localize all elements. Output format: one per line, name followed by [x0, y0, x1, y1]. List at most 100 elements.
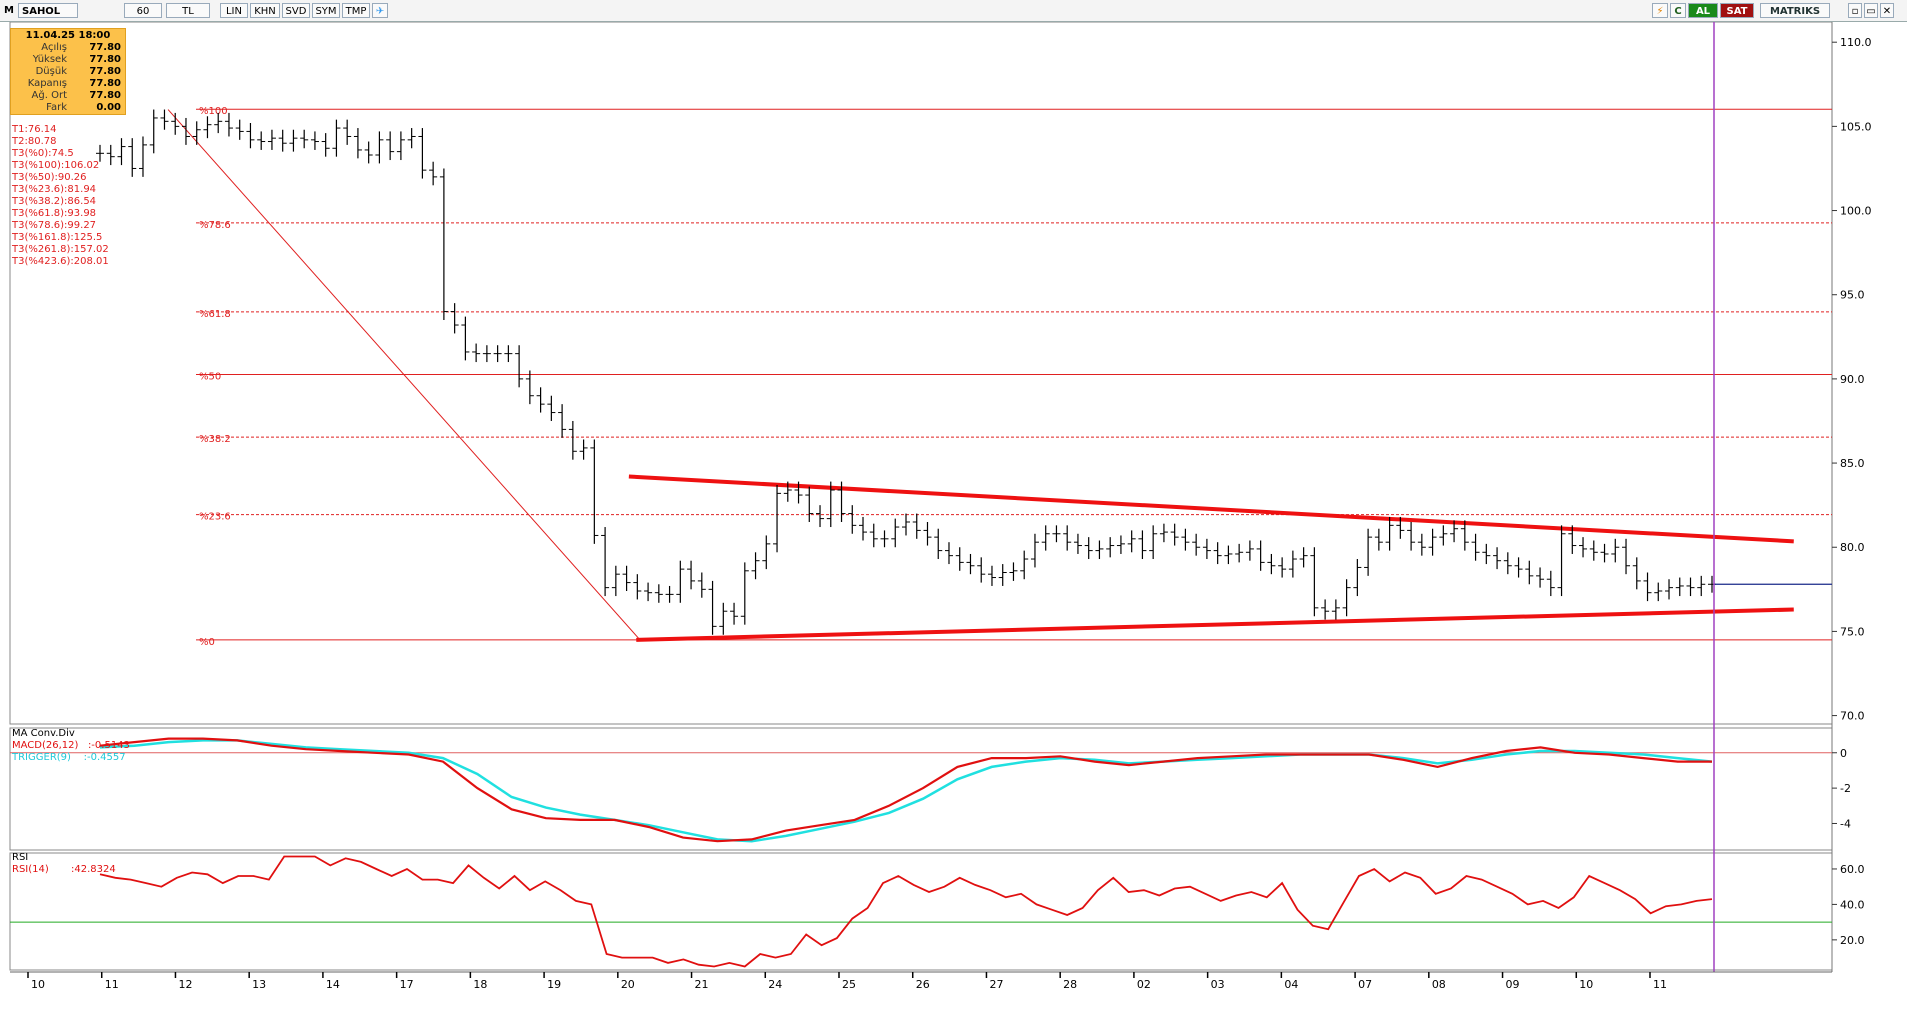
period-selector[interactable]: 60: [124, 3, 162, 18]
lin-button[interactable]: LIN: [220, 3, 248, 18]
time-axis-label: 09: [1506, 978, 1520, 991]
time-axis-label: 03: [1211, 978, 1225, 991]
time-axis-label: 20: [621, 978, 635, 991]
fib-text-item: T3(%50):90.26: [12, 172, 87, 183]
rsi-axis-label: 60.0: [1840, 863, 1865, 876]
macd-value: MACD(26,12) :-0.5143: [12, 740, 130, 751]
info-label: Yüksek: [32, 54, 67, 65]
minimize-icon[interactable]: ▫: [1848, 3, 1862, 18]
time-axis-label: 21: [695, 978, 709, 991]
fib-text-item: T3(%78.6):99.27: [12, 220, 97, 231]
fib-level-label: %0: [199, 637, 215, 648]
info-row: Düşük 77.80: [11, 66, 125, 78]
macd-title: MA Conv.Div: [12, 728, 75, 739]
ohlc-info-box: 11.04.25 18:00 Açılış 77.80 Yüksek 77.80 Düş…: [10, 28, 126, 115]
time-axis-label: 13: [252, 978, 266, 991]
info-row: Kapanış 77.80: [11, 78, 125, 90]
brand-logo: MATRIKS: [1760, 3, 1830, 18]
fib-text-item: T3(%423.6):208.01: [12, 256, 109, 267]
fib-text-item: T3(%261.8):157.02: [12, 244, 109, 255]
info-row: Açılış 77.80: [11, 42, 125, 54]
tmp-button[interactable]: TMP: [342, 3, 370, 18]
time-axis-label: 19: [547, 978, 561, 991]
lightning-icon[interactable]: ⚡: [1652, 3, 1668, 18]
price-axis-label: 85.0: [1840, 457, 1865, 470]
info-value: 0.00: [96, 102, 121, 113]
info-label: Açılış: [41, 42, 67, 53]
info-value: 77.80: [89, 78, 121, 89]
price-axis-label: 70.0: [1840, 710, 1865, 723]
time-axis-label: 17: [400, 978, 414, 991]
rsi-axis-label: 20.0: [1840, 934, 1865, 947]
fib-diagonal-line: [167, 109, 641, 641]
rsi-title: RSI: [12, 852, 29, 863]
rsi-line: [99, 855, 1713, 968]
fib-text-item: T1:76.14: [12, 124, 57, 135]
fib-level-label: %50: [199, 372, 221, 383]
rsi-value: RSI(14) :42.8324: [12, 864, 116, 875]
time-axis-label: 07: [1358, 978, 1372, 991]
macd-axis-label: -2: [1840, 782, 1851, 795]
macd-axis-label: -4: [1840, 817, 1851, 830]
lower-trendline: [636, 607, 1794, 642]
time-axis-label: 12: [178, 978, 192, 991]
rsi-axis-label: 40.0: [1840, 898, 1865, 911]
symbol-field[interactable]: SAHOL: [18, 3, 78, 18]
khn-button[interactable]: KHN: [250, 3, 280, 18]
trigger-value: TRIGGER(9) :-0.4557: [12, 752, 126, 763]
info-value: 77.80: [89, 42, 121, 53]
price-axis-label: 100.0: [1840, 205, 1872, 218]
info-value: 77.80: [89, 66, 121, 77]
info-label: Düşük: [35, 66, 67, 77]
fib-text-item: T2:80.78: [12, 136, 57, 147]
toolbar: M SAHOL 60 TL LIN KHN SVD SYM TMP ✈ ⚡ C …: [0, 0, 1907, 22]
macd-axis-label: 0: [1840, 747, 1847, 760]
fib-level-label: %23.6: [199, 512, 231, 523]
upper-trendline: [628, 474, 1794, 544]
price-axis-label: 95.0: [1840, 289, 1865, 302]
chart-canvas[interactable]: %100 %78.6 %61.8 %50 %38.2 %23.6 %0 110.0 105.0 1…: [0, 22, 1907, 1010]
trigger-line: [99, 739, 1713, 843]
restore-icon[interactable]: ▭: [1864, 3, 1878, 18]
fib-text-item: T3(%0):74.5: [12, 148, 74, 159]
matriks-menu-icon[interactable]: M: [4, 5, 14, 16]
close-icon[interactable]: ✕: [1880, 3, 1894, 18]
info-row: Yüksek 77.80: [11, 54, 125, 66]
fib-text-item: T3(%61.8):93.98: [12, 208, 97, 219]
fib-text-item: T3(%100):106.02: [12, 160, 100, 171]
time-axis-label: 24: [768, 978, 782, 991]
macd-line: [99, 737, 1712, 843]
panel-frame: [9, 852, 1833, 971]
fib-text-item: T3(%38.2):86.54: [12, 196, 97, 207]
svd-button[interactable]: SVD: [282, 3, 310, 18]
currency-selector[interactable]: TL: [166, 3, 210, 18]
info-date: 11.04.25 18:00: [25, 30, 111, 41]
fib-level-label: %100: [199, 106, 228, 117]
price-axis-background: [1832, 22, 1907, 1010]
time-axis-label: 25: [842, 978, 856, 991]
info-value: 77.80: [89, 90, 121, 101]
twitter-icon[interactable]: ✈: [372, 3, 388, 18]
info-value: 77.80: [89, 54, 121, 65]
fib-text-item: T3(%23.6):81.94: [12, 184, 97, 195]
info-label: Fark: [46, 102, 67, 113]
time-axis-label: 08: [1432, 978, 1446, 991]
buy-button[interactable]: AL: [1688, 3, 1718, 18]
time-axis-label: 14: [326, 978, 340, 991]
info-label: Kapanış: [27, 78, 67, 89]
price-axis-label: 80.0: [1840, 541, 1865, 554]
price-axis-label: 110.0: [1840, 36, 1872, 49]
time-axis-label: 11: [1653, 978, 1667, 991]
sell-button[interactable]: SAT: [1720, 3, 1754, 18]
fib-level-label: %78.6: [199, 220, 231, 231]
info-row: Fark 0.00: [11, 102, 125, 114]
fib-level-label: %61.8: [199, 309, 231, 320]
time-axis-label: 04: [1284, 978, 1298, 991]
price-axis-label: 105.0: [1840, 120, 1872, 133]
time-axis-label: 27: [989, 978, 1003, 991]
info-row: Ağ. Ort 77.80: [11, 90, 125, 102]
refresh-icon[interactable]: C: [1670, 3, 1686, 18]
panel-frame: [9, 22, 1833, 725]
price-axis-label: 90.0: [1840, 373, 1865, 386]
sym-button[interactable]: SYM: [312, 3, 340, 18]
